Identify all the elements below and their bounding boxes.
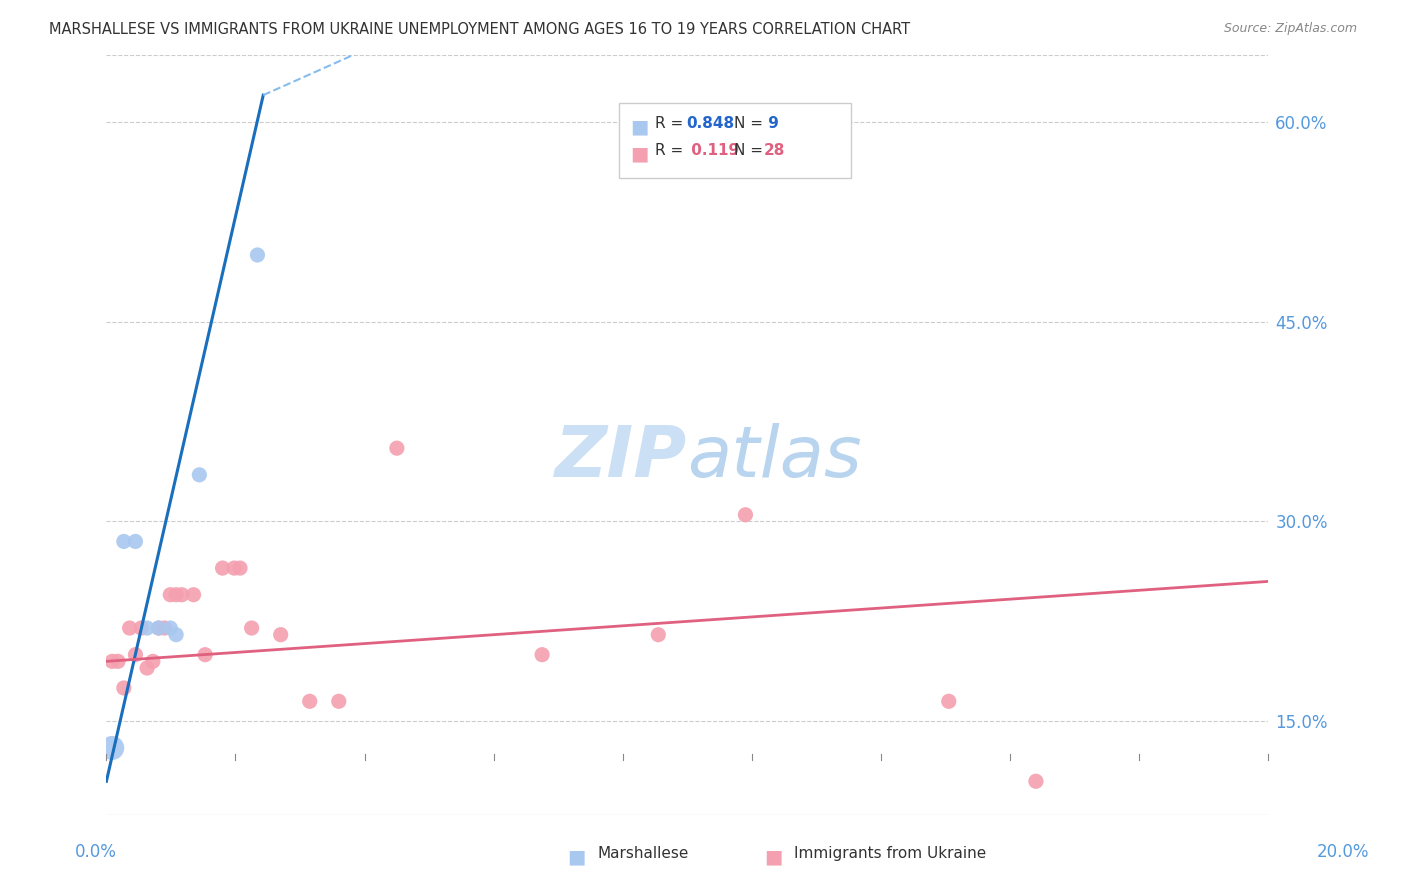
Text: 20.0%: 20.0%: [1316, 843, 1369, 861]
Point: [148, 621, 170, 635]
Text: atlas: atlas: [688, 423, 862, 492]
Point: [129, 621, 152, 635]
Point: [112, 534, 135, 549]
Point: [136, 621, 159, 635]
Point: [938, 694, 960, 708]
Text: R =: R =: [655, 116, 689, 131]
Text: ZIP: ZIP: [555, 423, 688, 492]
Point: [170, 588, 193, 602]
Point: [148, 621, 170, 635]
Point: [165, 588, 187, 602]
Point: [270, 628, 292, 642]
Point: [224, 561, 246, 575]
Text: Source: ZipAtlas.com: Source: ZipAtlas.com: [1223, 22, 1357, 36]
Text: 0.848: 0.848: [686, 116, 734, 131]
Text: N =: N =: [734, 116, 768, 131]
Point: [118, 621, 141, 635]
Point: [328, 694, 350, 708]
Point: [211, 561, 233, 575]
Point: [159, 588, 181, 602]
Point: [112, 681, 135, 695]
Point: [136, 661, 159, 675]
Point: [385, 441, 408, 455]
Text: N =: N =: [734, 143, 768, 158]
Text: 28: 28: [763, 143, 785, 158]
Point: [183, 588, 205, 602]
Point: [734, 508, 756, 522]
Text: 0.0%: 0.0%: [75, 843, 117, 861]
Point: [194, 648, 217, 662]
Text: 9: 9: [763, 116, 779, 131]
Point: [298, 694, 321, 708]
Point: [101, 741, 124, 756]
Point: [159, 621, 181, 635]
Text: Marshallese: Marshallese: [598, 846, 689, 861]
Point: [1025, 774, 1047, 789]
Point: [229, 561, 252, 575]
Text: 0.119: 0.119: [686, 143, 740, 158]
Point: [124, 648, 146, 662]
Point: [142, 654, 165, 668]
Point: [124, 534, 146, 549]
Text: Immigrants from Ukraine: Immigrants from Ukraine: [794, 846, 987, 861]
Text: ■: ■: [630, 145, 648, 163]
Point: [531, 648, 554, 662]
Text: MARSHALLESE VS IMMIGRANTS FROM UKRAINE UNEMPLOYMENT AMONG AGES 16 TO 19 YEARS CO: MARSHALLESE VS IMMIGRANTS FROM UKRAINE U…: [49, 22, 910, 37]
Point: [101, 654, 124, 668]
Point: [153, 621, 176, 635]
Point: [107, 654, 129, 668]
Text: ■: ■: [630, 118, 648, 136]
Point: [165, 628, 187, 642]
Point: [647, 628, 669, 642]
Text: R =: R =: [655, 143, 689, 158]
Text: ■: ■: [763, 847, 783, 866]
Point: [188, 467, 211, 482]
Point: [246, 248, 269, 262]
Point: [240, 621, 263, 635]
Text: ■: ■: [567, 847, 586, 866]
